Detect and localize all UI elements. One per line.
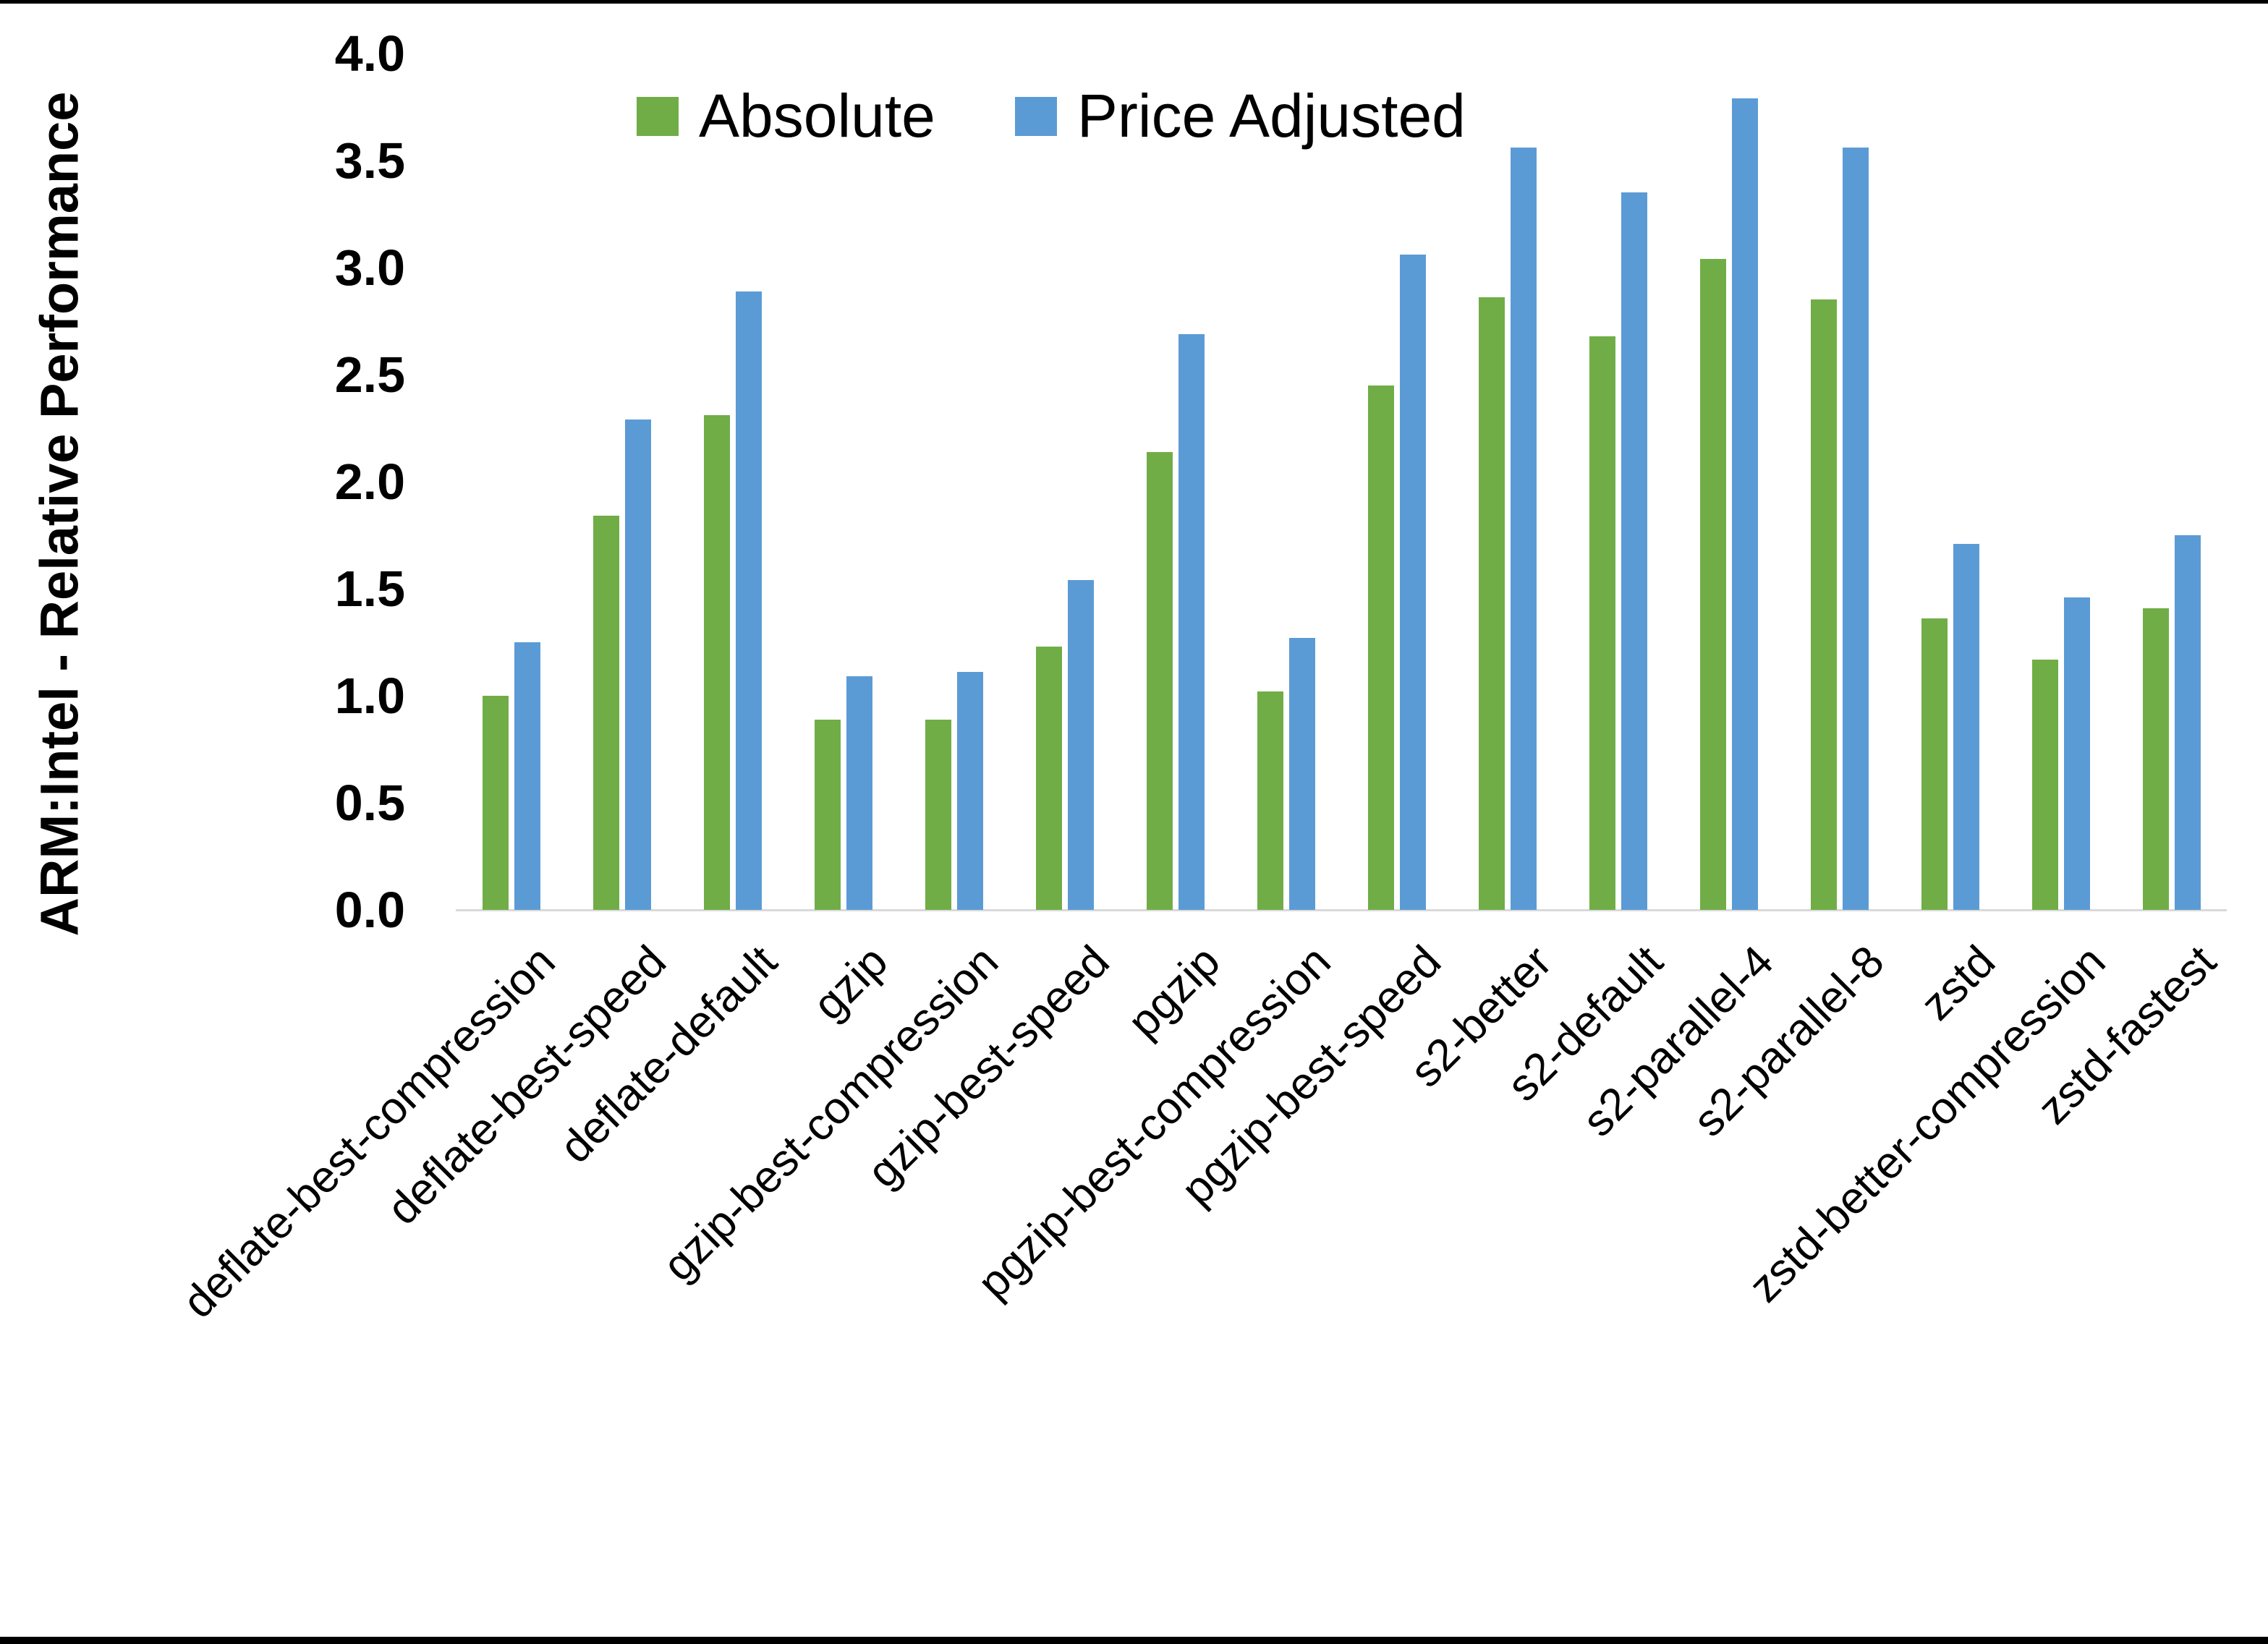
y-tick-label: 0.0 [334,882,405,938]
bar-absolute [925,719,951,910]
bar-absolute [482,696,509,910]
bar-absolute [1589,336,1616,910]
bar-price-adjusted [1621,192,1648,910]
bar-price-adjusted [514,642,540,910]
bar-price-adjusted [846,676,872,910]
legend-item-absolute: Absolute [637,81,935,151]
bar-absolute [1811,299,1838,910]
chart-legend: Absolute Price Adjusted [637,81,1466,151]
x-axis-line [456,909,2227,911]
legend-swatch-icon [1014,96,1057,136]
bar-price-adjusted [1178,333,1205,910]
y-tick-label: 4.0 [334,25,405,82]
y-tick-label: 0.5 [334,775,405,831]
y-tick-label: 1.0 [334,668,405,724]
y-tick-label: 1.5 [334,561,405,617]
bar-price-adjusted [2064,597,2091,910]
bar-absolute [1035,646,1062,910]
bar-price-adjusted [1953,543,1980,910]
bar-price-adjusted [1288,638,1315,910]
bar-absolute [1257,691,1283,910]
bar-price-adjusted [1511,148,1537,910]
bar-price-adjusted [624,419,651,910]
y-tick-label: 2.5 [334,346,405,403]
legend-item-price-adjusted: Price Adjusted [1014,81,1466,151]
bar-absolute [1700,259,1727,910]
bar-absolute [1921,618,1948,910]
bar-absolute [814,719,841,910]
y-axis-title: ARM:Intel - Relative Performance [29,91,90,937]
bar-price-adjusted [1067,580,1094,910]
legend-label: Absolute [699,82,935,150]
bar-price-adjusted [956,672,983,910]
bar-absolute [1146,451,1173,910]
top-border [0,0,2268,4]
bar-price-adjusted [2175,535,2201,910]
bar-absolute [2143,608,2170,910]
bar-price-adjusted [1399,255,1426,910]
bar-absolute [1367,385,1394,910]
bar-absolute [2032,659,2059,910]
y-tick-label: 3.0 [334,239,405,296]
bar-absolute [593,516,619,910]
bar-price-adjusted [735,291,762,910]
bar-price-adjusted [1843,148,1869,910]
bar-absolute [1479,297,1505,910]
bar-price-adjusted [1732,98,1759,910]
x-category-label: zstd [1911,936,2005,1030]
y-tick-label: 3.5 [334,132,405,189]
legend-swatch-icon [637,96,679,136]
x-category-label: gzip [803,936,898,1030]
bottom-border [0,1637,2268,1644]
bar-absolute [703,415,730,910]
y-tick-label: 2.0 [334,453,405,510]
legend-label: Price Adjusted [1076,82,1466,150]
